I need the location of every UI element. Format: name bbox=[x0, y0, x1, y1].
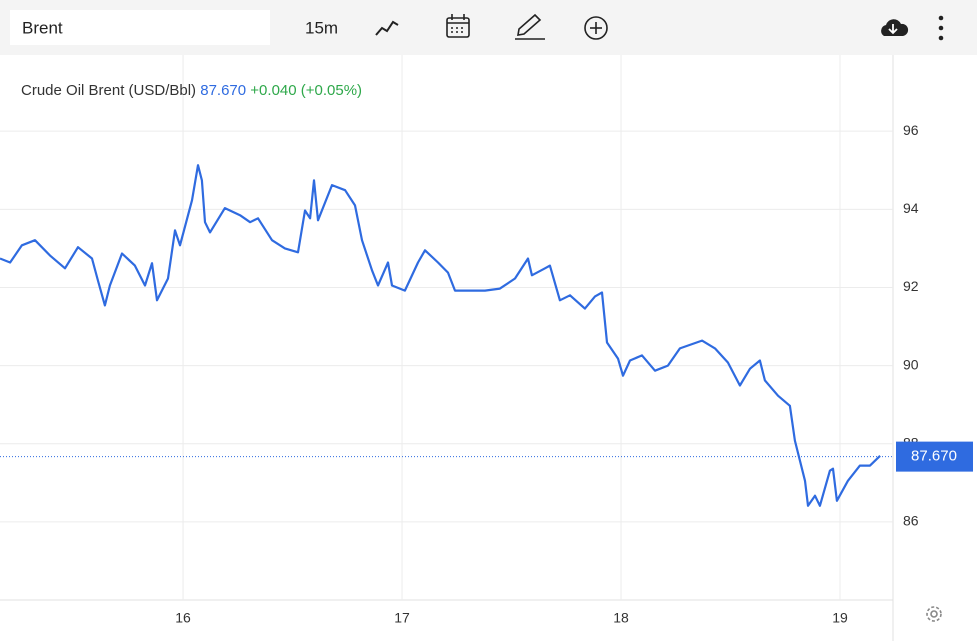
legend-change: +0.040 (+0.05%) bbox=[250, 82, 362, 99]
last-price-tag bbox=[896, 441, 973, 472]
x-tick-label: 19 bbox=[832, 610, 848, 626]
search-text[interactable]: Brent bbox=[22, 18, 63, 37]
y-tick-label: 94 bbox=[903, 200, 919, 216]
search-box[interactable] bbox=[10, 10, 270, 45]
legend-price: 87.670 bbox=[200, 82, 246, 99]
calendar-icon[interactable] bbox=[446, 14, 470, 38]
y-tick-label: 90 bbox=[903, 356, 919, 372]
price-line bbox=[0, 164, 881, 507]
add-icon[interactable] bbox=[584, 16, 608, 40]
x-tick-label: 16 bbox=[175, 610, 191, 626]
settings-icon[interactable] bbox=[926, 606, 942, 622]
chart-type-icon[interactable] bbox=[375, 20, 399, 36]
grid bbox=[0, 55, 893, 600]
plot bbox=[0, 164, 893, 507]
menu-icon[interactable] bbox=[938, 15, 944, 41]
legend-title: Crude Oil Brent (USD/Bbl) bbox=[21, 82, 196, 99]
legend: Crude Oil Brent (USD/Bbl) 87.670 +0.040 … bbox=[21, 82, 362, 99]
draw-icon[interactable] bbox=[515, 13, 545, 40]
download-icon[interactable] bbox=[881, 19, 909, 36]
x-tick-label: 18 bbox=[613, 610, 629, 626]
last-price-label: 87.670 bbox=[911, 448, 957, 465]
y-tick-label: 86 bbox=[903, 513, 919, 529]
x-tick-label: 17 bbox=[394, 610, 410, 626]
y-tick-label: 96 bbox=[903, 122, 919, 138]
interval[interactable]: 15m bbox=[305, 18, 338, 37]
y-tick-label: 92 bbox=[903, 278, 919, 294]
